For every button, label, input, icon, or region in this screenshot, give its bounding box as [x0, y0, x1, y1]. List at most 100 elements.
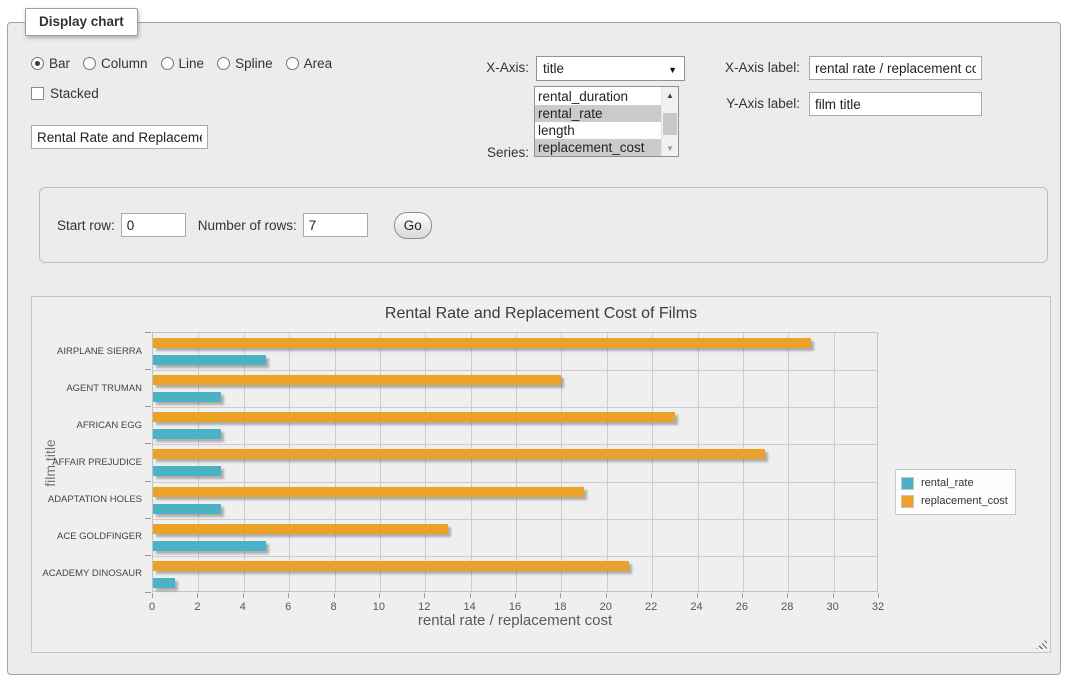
chart-title: Rental Rate and Replacement Cost of Film… — [384, 305, 698, 322]
y-tick-mark — [145, 443, 151, 445]
legend-swatch — [901, 476, 914, 490]
chart-container: Rental Rate and Replacement Cost of Film… — [31, 296, 1051, 653]
go-button[interactable]: Go — [393, 211, 432, 239]
gridline-vertical — [243, 333, 245, 591]
series-option-replacement-cost[interactable]: replacement_cost — [535, 139, 661, 156]
gridline-vertical — [289, 333, 291, 591]
series-option-rental-duration[interactable]: rental_duration — [538, 89, 629, 104]
x-tick-mark — [515, 593, 516, 598]
radio-spline-control[interactable] — [217, 57, 231, 70]
gridline-vertical — [652, 333, 654, 591]
x-tick-mark — [242, 593, 244, 598]
y-axis-label-input[interactable] — [809, 92, 982, 116]
scrollbar-thumb[interactable] — [663, 113, 677, 135]
bar-rental_rate — [153, 466, 221, 477]
gridline-horizontal — [153, 481, 877, 483]
num-rows-label: Number of rows: — [197, 217, 297, 233]
gridline-horizontal — [153, 407, 877, 409]
gridline-vertical — [470, 333, 472, 591]
gridline-horizontal — [153, 555, 877, 557]
y-tick-mark — [145, 480, 151, 482]
bar-replacement_cost — [153, 338, 811, 348]
row-range-box: Start row: Number of rows: Go — [39, 187, 1048, 263]
radio-area-control[interactable] — [285, 57, 299, 70]
radio-area[interactable]: Area — [285, 56, 332, 71]
gridline-vertical — [697, 333, 699, 591]
legend-item: replacement_cost — [901, 492, 1008, 510]
y-tick-mark — [145, 332, 151, 333]
bar-rental_rate — [153, 355, 267, 365]
radio-column-label: Column — [101, 56, 148, 71]
y-tick-mark — [145, 592, 151, 593]
legend-item: rental_rate — [901, 474, 1008, 492]
x-tick-mark — [787, 593, 789, 598]
stacked-label: Stacked — [50, 86, 99, 101]
chart-type-radio-group: Bar Column Line Spline Area — [31, 56, 339, 71]
start-row-input[interactable] — [120, 213, 186, 237]
x-axis-select[interactable]: title ▼ — [536, 56, 685, 81]
x-tick-mark — [560, 593, 562, 598]
radio-column-control[interactable] — [83, 57, 97, 70]
bar-replacement_cost — [153, 486, 584, 497]
bar-replacement_cost — [153, 523, 448, 534]
x-axis-title: rental rate / replacement cost — [417, 612, 613, 629]
bar-rental_rate — [153, 577, 176, 588]
x-axis-label-caption: X-Axis label: — [724, 60, 800, 75]
category-label: ACE GOLDFINGER — [57, 531, 142, 543]
scroll-down-icon[interactable]: ▼ — [662, 140, 678, 156]
radio-line[interactable]: Line — [160, 56, 204, 71]
x-tick-mark — [333, 593, 335, 598]
gridline-horizontal — [153, 370, 877, 372]
gridline-vertical — [516, 333, 517, 591]
gridline-vertical — [379, 333, 381, 591]
gridline-horizontal — [153, 518, 877, 520]
bar-rental_rate — [153, 503, 221, 514]
series-select-label: Series: — [486, 145, 529, 160]
bar-replacement_cost — [153, 449, 766, 460]
x-tick-mark — [288, 593, 290, 598]
category-label: ACADEMY DINOSAUR — [42, 568, 142, 580]
bar-replacement_cost — [153, 560, 630, 571]
stacked-row: Stacked — [31, 86, 99, 101]
gridline-vertical — [561, 333, 563, 591]
category-label: AGENT TRUMAN — [66, 382, 142, 394]
x-tick-mark — [651, 593, 653, 598]
category-label: AIRPLANE SIERRA — [57, 345, 142, 357]
y-tick-mark — [145, 517, 151, 519]
gridline-vertical — [425, 333, 427, 591]
chart-title-input[interactable] — [31, 125, 208, 149]
series-scrollbar[interactable]: ▲ ▼ — [661, 87, 678, 156]
gridline-vertical — [334, 333, 336, 591]
panel-title: Display chart — [25, 8, 138, 36]
scroll-up-icon[interactable]: ▲ — [662, 87, 678, 103]
series-option-length[interactable]: length — [538, 123, 575, 138]
num-rows-input[interactable] — [302, 213, 368, 237]
gridline-vertical — [742, 333, 744, 591]
x-axis-select-value: title — [543, 61, 565, 76]
legend-label: replacement_cost — [921, 495, 1008, 507]
display-chart-panel: Bar Column Line Spline Area Stacked — [7, 22, 1061, 675]
y-tick-mark — [145, 406, 151, 408]
stacked-checkbox[interactable] — [31, 87, 44, 100]
resize-grip-icon[interactable] — [1036, 638, 1047, 649]
radio-bar-label: Bar — [49, 56, 71, 71]
gridline-horizontal — [153, 444, 877, 446]
radio-bar-control[interactable] — [31, 57, 44, 70]
gridline-vertical — [606, 333, 608, 591]
radio-spline[interactable]: Spline — [217, 56, 273, 71]
radio-bar[interactable]: Bar — [31, 56, 70, 71]
radio-column[interactable]: Column — [83, 56, 148, 71]
legend-swatch — [901, 494, 914, 508]
chart-legend: rental_rate replacement_cost — [895, 469, 1016, 515]
x-tick-mark — [152, 593, 153, 598]
bar-replacement_cost — [153, 412, 675, 423]
y-axis-title: film title — [42, 439, 58, 487]
x-axis-label-input[interactable] — [809, 56, 982, 80]
series-option-rental-rate[interactable]: rental_rate — [535, 105, 661, 122]
radio-line-control[interactable] — [160, 57, 174, 70]
x-tick-mark — [197, 593, 199, 598]
x-tick-mark — [424, 593, 426, 598]
x-tick-mark — [378, 593, 380, 598]
chevron-down-icon: ▼ — [668, 65, 677, 75]
